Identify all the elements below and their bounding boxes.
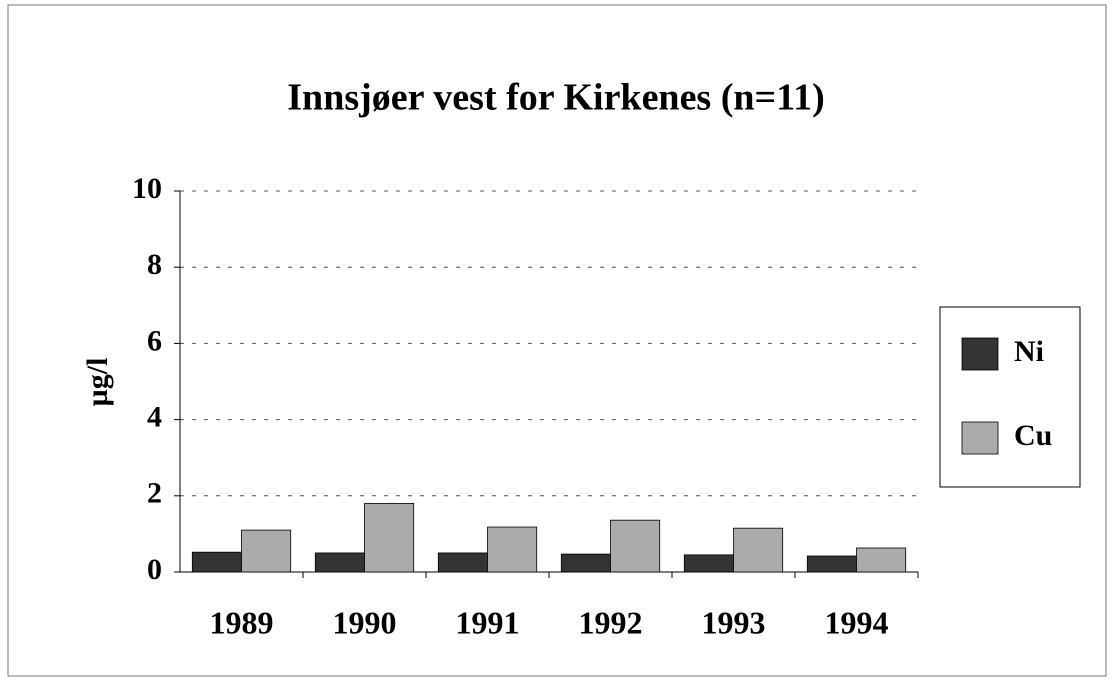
legend-swatch <box>961 337 999 371</box>
x-tick-label: 1993 <box>702 604 766 640</box>
bar <box>314 552 365 573</box>
bar <box>683 554 734 573</box>
bar <box>487 526 538 573</box>
x-tick-label: 1989 <box>210 604 274 640</box>
bar <box>610 519 661 573</box>
y-tick-label: 6 <box>147 324 162 357</box>
bar <box>191 551 242 573</box>
y-tick-label: 0 <box>147 553 162 586</box>
bar <box>733 527 784 573</box>
legend-box <box>939 306 1081 488</box>
bar <box>364 503 415 573</box>
bar <box>806 555 857 573</box>
frame <box>7 4 1107 677</box>
x-tick-label: 1990 <box>333 604 397 640</box>
bar <box>241 529 292 573</box>
legend-label: Cu <box>1014 419 1052 452</box>
x-tick-label: 1994 <box>825 604 889 640</box>
bar <box>856 547 907 573</box>
y-axis-label: µg/l <box>81 358 114 407</box>
bar <box>560 553 611 573</box>
legend-label: Ni <box>1014 335 1044 368</box>
legend-swatch <box>961 421 999 455</box>
x-tick-label: 1992 <box>579 604 643 640</box>
y-tick-label: 8 <box>147 248 162 281</box>
y-tick-label: 4 <box>147 400 162 433</box>
bar <box>437 552 488 573</box>
chart-title: Innsjøer vest for Kirkenes (n=11) <box>287 77 824 119</box>
y-tick-label: 2 <box>147 477 162 510</box>
y-tick-label: 10 <box>132 172 162 205</box>
x-tick-label: 1991 <box>456 604 520 640</box>
